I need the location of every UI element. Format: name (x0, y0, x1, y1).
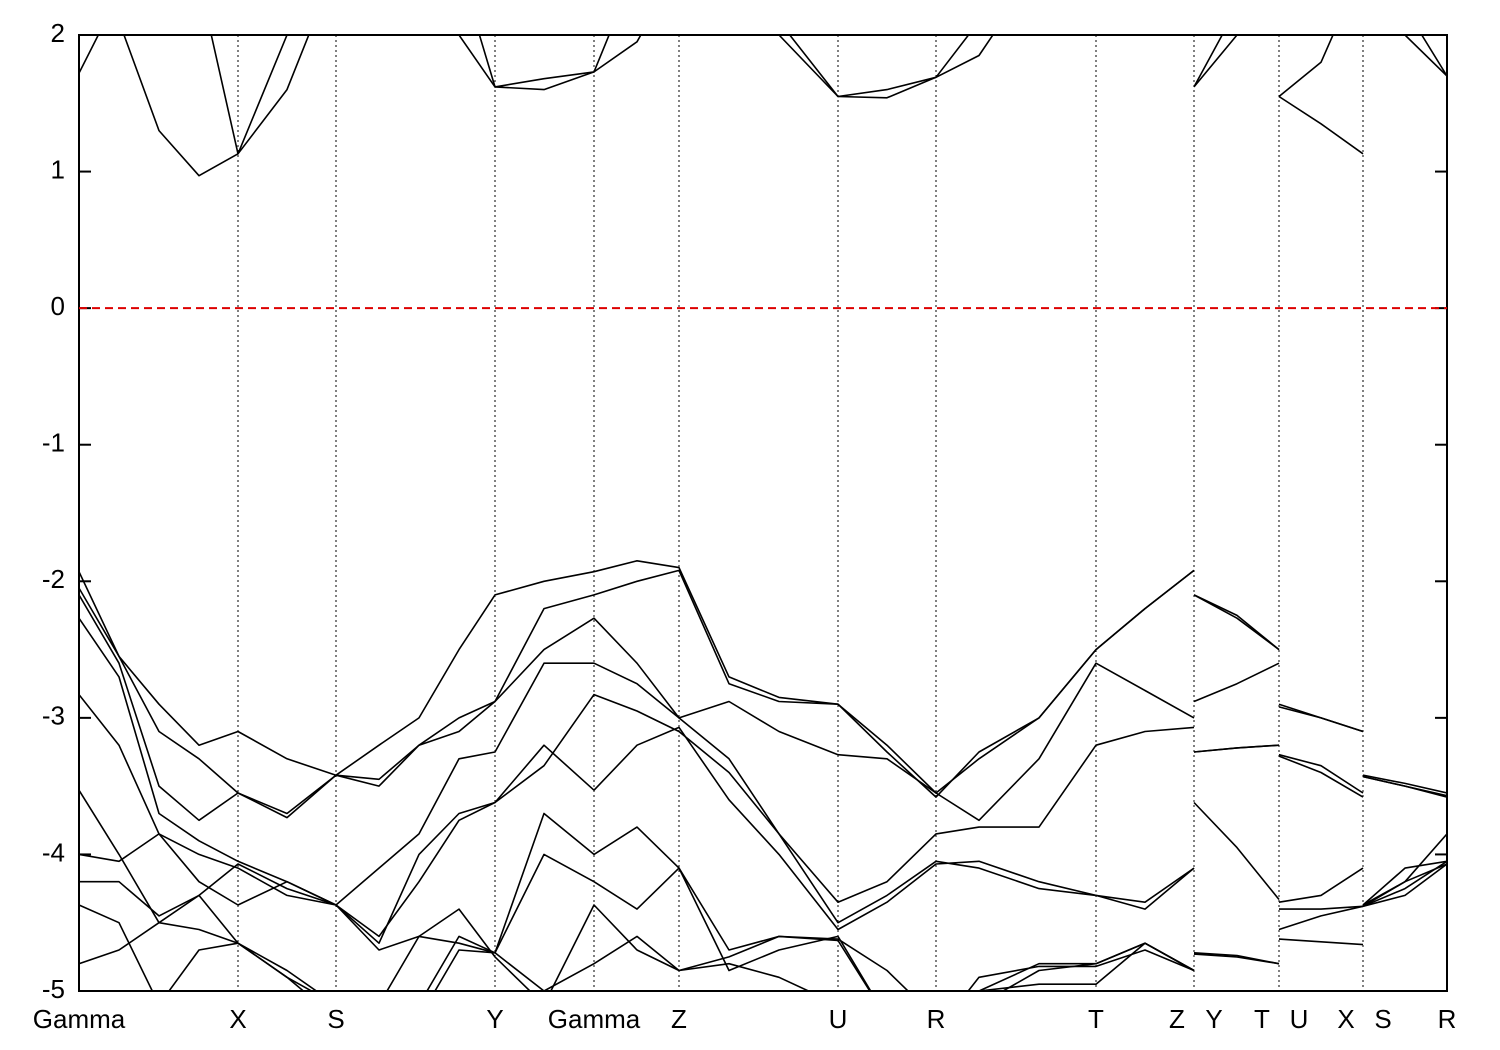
y-tick-label: 1 (51, 154, 65, 184)
x-tick-label: T (1088, 1004, 1104, 1034)
band-line (79, 569, 1447, 819)
x-tick-label: U (829, 1004, 848, 1034)
x-tick-label: Gamma (33, 1004, 126, 1034)
x-tick-label: U (1290, 1004, 1309, 1034)
band-line (79, 812, 1447, 991)
y-tick-label: -1 (42, 428, 65, 458)
band-line (79, 726, 1447, 938)
band-line (79, 560, 1447, 794)
x-tick-label: Gamma (548, 1004, 641, 1034)
band-line (79, 594, 1447, 822)
x-tick-label: S (1374, 1004, 1391, 1034)
x-tick-label: X (229, 1004, 246, 1034)
y-tick-label: 2 (51, 18, 65, 48)
plot-frame (78, 34, 1448, 992)
band-line (79, 35, 1447, 155)
band-line (123, 35, 1447, 177)
x-tick-label: R (927, 1004, 946, 1034)
x-tick-label: Z (671, 1004, 687, 1034)
x-tick-label: Z (1169, 1004, 1185, 1034)
band-line (79, 617, 1447, 906)
x-tick-label: X (1337, 1004, 1354, 1034)
y-tick-label: -4 (42, 837, 65, 867)
bands (79, 35, 1447, 991)
x-tick-label: S (327, 1004, 344, 1034)
y-tick-label: 0 (51, 291, 65, 321)
x-tick-label: Y (486, 1004, 503, 1034)
band-line (79, 693, 1447, 944)
x-tick-label: Y (1205, 1004, 1222, 1034)
band-line (79, 921, 1195, 991)
y-tick-label: -2 (42, 564, 65, 594)
y-tick-label: -3 (42, 701, 65, 731)
x-tick-label: T (1254, 1004, 1270, 1034)
x-tick-label: R (1438, 1004, 1457, 1034)
y-tick-label: -5 (42, 974, 65, 1004)
